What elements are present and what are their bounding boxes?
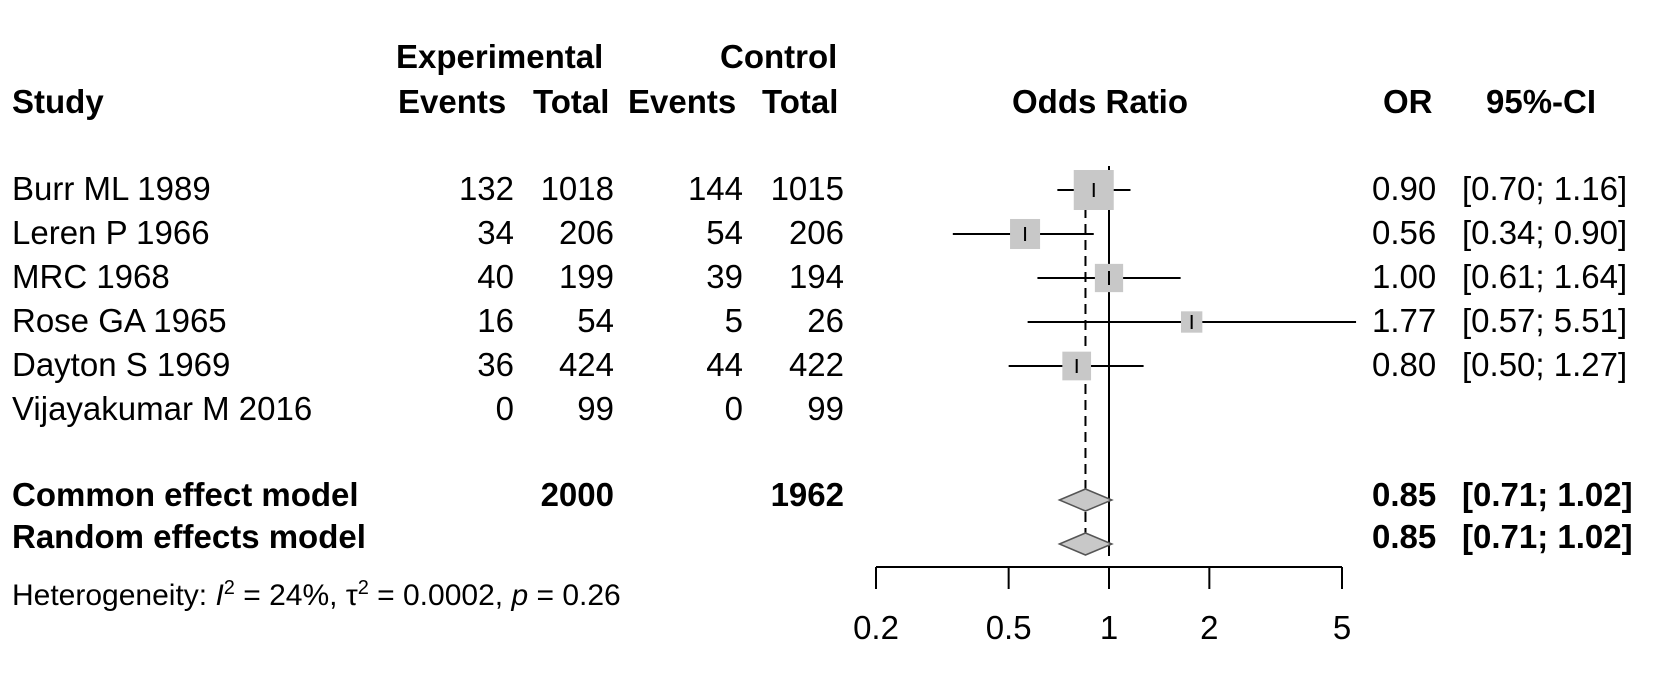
exp-events: 34: [477, 214, 514, 251]
study-or: 0.90: [1372, 170, 1437, 207]
ctrl-events: 144: [687, 170, 743, 207]
ctrl-events: 39: [706, 258, 743, 295]
ctrl-total: 99: [807, 390, 844, 427]
study-name: Dayton S 1969: [12, 346, 231, 383]
exp-total: 206: [558, 214, 614, 251]
het-prefix: Heterogeneity:: [12, 579, 216, 612]
study-name: Leren P 1966: [12, 214, 210, 251]
study-ci: [0.57; 5.51]: [1462, 302, 1628, 339]
ctrl-total: 1015: [770, 170, 844, 207]
model-or: 0.85: [1372, 518, 1437, 555]
het-tau2-value: = 0.0002,: [368, 579, 512, 612]
x-axis-tick-label: 2: [1200, 609, 1218, 646]
exp-events: 40: [477, 258, 514, 295]
study-name: MRC 1968: [12, 258, 170, 295]
exp-total: 1018: [540, 170, 614, 207]
ctrl-total: 422: [788, 346, 844, 383]
header-experimental: Experimental: [396, 38, 604, 75]
model-ci: [0.71; 1.02]: [1462, 476, 1633, 513]
ctrl-events: 5: [724, 302, 743, 339]
header-ctrl-total: Total: [762, 83, 839, 120]
het-p-value: = 0.26: [528, 579, 621, 612]
study-or: 0.80: [1372, 346, 1437, 383]
pooled-diamond: [1057, 532, 1114, 556]
study-name: Vijayakumar M 2016: [12, 390, 313, 427]
study-or: 1.77: [1372, 302, 1437, 339]
ctrl-total: 26: [807, 302, 844, 339]
x-axis-tick-label: 5: [1333, 609, 1351, 646]
x-axis-tick-label: 1: [1100, 609, 1118, 646]
study-ci: [0.50; 1.27]: [1462, 346, 1628, 383]
study-ci: [0.34; 0.90]: [1462, 214, 1628, 251]
study-ci: [0.70; 1.16]: [1462, 170, 1628, 207]
study-name: Rose GA 1965: [12, 302, 227, 339]
header-exp-events: Events: [398, 83, 507, 120]
header-control: Control: [720, 38, 838, 75]
ctrl-events: 0: [724, 390, 743, 427]
exp-total: 54: [577, 302, 614, 339]
ctrl-events: 54: [706, 214, 743, 251]
study-name: Burr ML 1989: [12, 170, 211, 207]
ctrl-events: 44: [706, 346, 743, 383]
study-or: 1.00: [1372, 258, 1437, 295]
exp-events: 36: [477, 346, 514, 383]
model-name: Random effects model: [12, 518, 366, 555]
exp-events: 132: [458, 170, 514, 207]
exp-events: 0: [495, 390, 514, 427]
header-exp-total: Total: [533, 83, 610, 120]
header-ctrl-events: Events: [628, 83, 737, 120]
study-ci: [0.61; 1.64]: [1462, 258, 1628, 295]
het-i2-symbol: I: [215, 579, 224, 612]
pooled-diamond: [1057, 488, 1114, 512]
ctrl-total: 206: [788, 214, 844, 251]
study-or: 0.56: [1372, 214, 1437, 251]
model-ci: [0.71; 1.02]: [1462, 518, 1633, 555]
exp-events: 16: [477, 302, 514, 339]
exp-total: 424: [558, 346, 614, 383]
exp-total: 99: [577, 390, 614, 427]
x-axis-tick-label: 0.5: [986, 609, 1032, 646]
header-odds-ratio: Odds Ratio: [1012, 83, 1189, 120]
het-p-symbol: p: [511, 579, 529, 612]
model-ctrl-total: 1962: [770, 476, 844, 513]
het-tau2-symbol: τ: [345, 579, 358, 612]
x-axis-tick-label: 0.2: [853, 609, 899, 646]
header-or: OR: [1383, 83, 1433, 120]
ctrl-total: 194: [788, 258, 844, 295]
exp-total: 199: [558, 258, 614, 295]
het-i2-value: = 24%,: [234, 579, 346, 612]
model-exp-total: 2000: [540, 476, 614, 513]
header-ci: 95%-CI: [1486, 83, 1597, 120]
heterogeneity-text: Heterogeneity: I2 = 24%, τ2 = 0.0002, p …: [12, 577, 621, 612]
model-name: Common effect model: [12, 476, 359, 513]
header-study: Study: [12, 83, 104, 120]
model-or: 0.85: [1372, 476, 1437, 513]
